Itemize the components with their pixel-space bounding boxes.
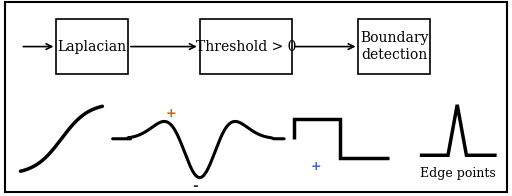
FancyBboxPatch shape	[200, 19, 292, 74]
FancyBboxPatch shape	[56, 19, 128, 74]
Text: Edge points: Edge points	[420, 168, 496, 181]
Text: Laplacian: Laplacian	[57, 40, 127, 54]
FancyBboxPatch shape	[5, 2, 507, 192]
Text: +: +	[165, 107, 176, 121]
Text: Boundary
detection: Boundary detection	[360, 32, 429, 62]
Text: Threshold > 0: Threshold > 0	[196, 40, 296, 54]
Text: -: -	[193, 179, 198, 192]
Text: +: +	[311, 160, 322, 173]
FancyBboxPatch shape	[358, 19, 430, 74]
